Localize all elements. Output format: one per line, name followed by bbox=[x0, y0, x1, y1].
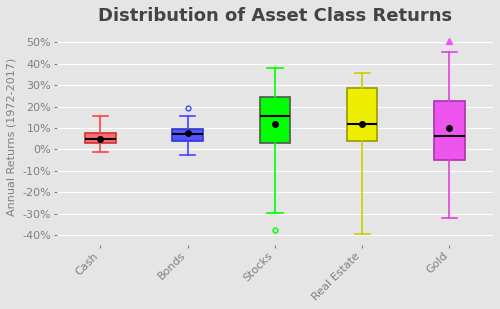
PathPatch shape bbox=[260, 97, 290, 143]
PathPatch shape bbox=[434, 101, 464, 160]
Y-axis label: Annual Returns (1972-2017): Annual Returns (1972-2017) bbox=[7, 58, 17, 216]
PathPatch shape bbox=[347, 88, 378, 141]
PathPatch shape bbox=[85, 133, 116, 143]
Title: Distribution of Asset Class Returns: Distribution of Asset Class Returns bbox=[98, 7, 452, 25]
PathPatch shape bbox=[172, 129, 203, 141]
